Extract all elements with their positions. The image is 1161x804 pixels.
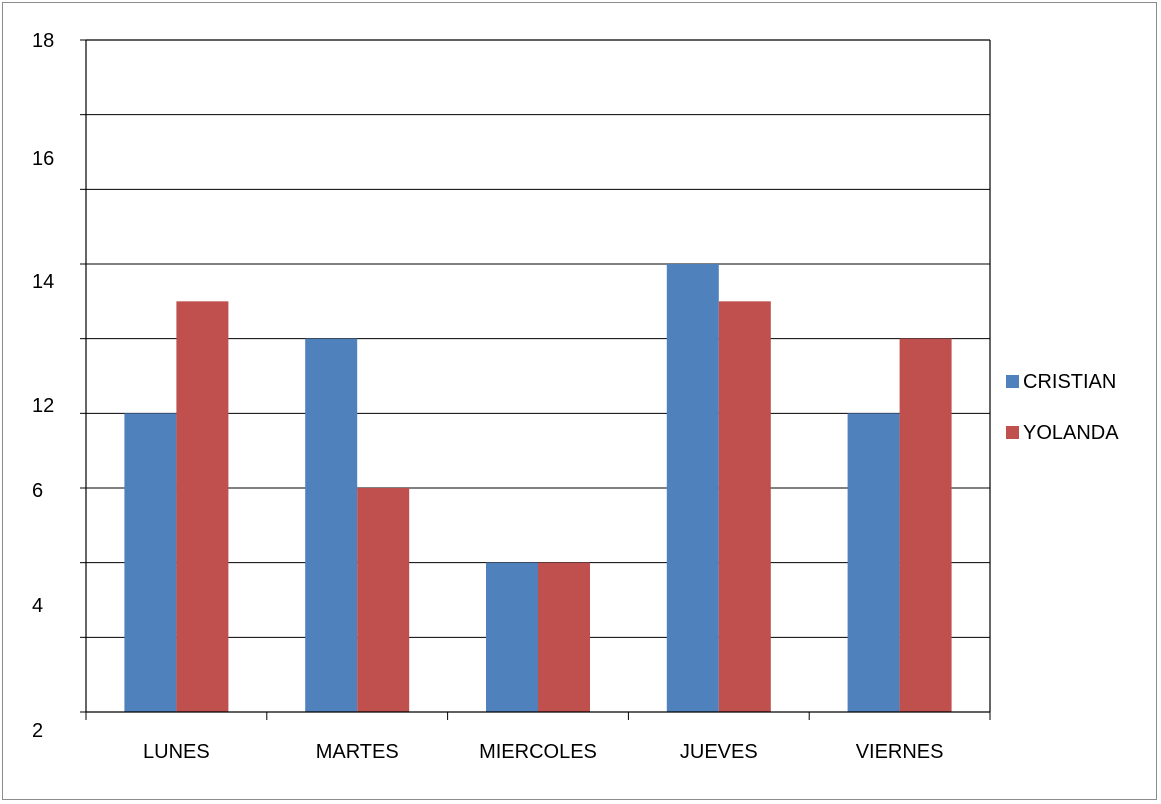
- y-tick-label: 4: [32, 595, 43, 617]
- bar-cristian-miercoles: [486, 562, 538, 712]
- bar-cristian-martes: [305, 338, 358, 712]
- bar-yolanda-lunes: [176, 301, 229, 712]
- legend-label-cristian: CRISTIAN: [1023, 371, 1116, 393]
- x-category-label: LUNES: [143, 741, 210, 763]
- x-category-label: MARTES: [316, 741, 399, 763]
- bar-cristian-viernes: [847, 413, 900, 712]
- y-tick-label: 14: [32, 271, 54, 293]
- legend-label-yolanda: YOLANDA: [1023, 422, 1119, 444]
- bar-yolanda-viernes: [899, 338, 952, 712]
- y-tick-label: 6: [32, 480, 43, 502]
- y-tick-label: 12: [32, 395, 54, 417]
- x-category-label: MIERCOLES: [479, 741, 597, 763]
- y-tick-label: 18: [32, 30, 54, 52]
- bar-yolanda-jueves: [718, 301, 771, 712]
- x-category-label: VIERNES: [856, 741, 944, 763]
- bar-yolanda-miercoles: [538, 562, 590, 712]
- bar-yolanda-martes: [357, 488, 410, 712]
- y-tick-label: 2: [32, 720, 43, 742]
- legend-swatch-yolanda: [1006, 426, 1019, 439]
- y-tick-label: 16: [32, 148, 54, 170]
- x-category-label: JUEVES: [680, 741, 758, 763]
- bar-cristian-jueves: [666, 264, 719, 712]
- legend-swatch-cristian: [1006, 375, 1019, 388]
- bar-cristian-lunes: [124, 413, 177, 712]
